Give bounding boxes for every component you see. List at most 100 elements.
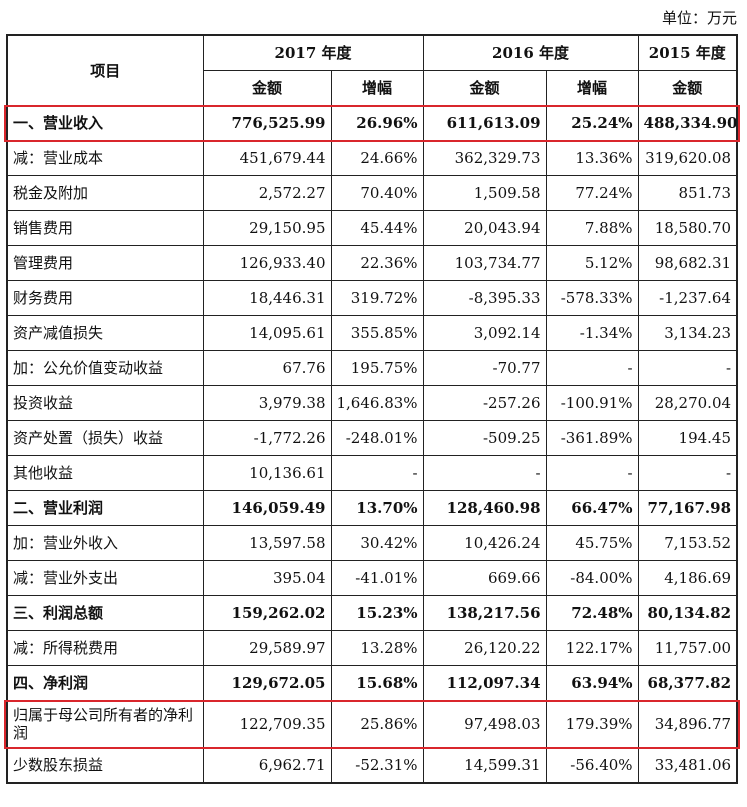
amount-cell: 29,150.95 xyxy=(202,210,332,246)
growth-cell: 77.24% xyxy=(545,175,639,211)
amount-cell: 18,446.31 xyxy=(202,280,332,316)
table-row: 财务费用 18,446.31 319.72% -8,395.33 -578.33% -1,… xyxy=(6,280,738,316)
amount-cell: 29,589.97 xyxy=(202,630,332,666)
growth-cell: 195.75% xyxy=(330,350,424,386)
amount-cell: 68,377.82 xyxy=(637,665,738,701)
amount-cell: 611,613.09 xyxy=(422,105,547,141)
growth-cell: 72.48% xyxy=(545,595,639,631)
header-amount: 金额 xyxy=(202,70,332,106)
growth-cell: - xyxy=(545,350,639,386)
header-amount: 金额 xyxy=(422,70,547,106)
growth-cell: -84.00% xyxy=(545,560,639,596)
table-row: 归属于母公司所有者的净利润 122,709.35 25.86% 97,498.03 17… xyxy=(6,700,738,748)
amount-cell: 129,672.05 xyxy=(202,665,332,701)
header-year-2016: 2016 年度 xyxy=(422,34,639,71)
amount-cell: 10,136.61 xyxy=(202,455,332,491)
table-row: 加：营业外收入 13,597.58 30.42% 10,426.24 45.75% 7,1… xyxy=(6,525,738,561)
growth-cell: 30.42% xyxy=(330,525,424,561)
amount-cell: 146,059.49 xyxy=(202,490,332,526)
amount-cell: -8,395.33 xyxy=(422,280,547,316)
amount-cell: -1,237.64 xyxy=(637,280,738,316)
amount-cell: 18,580.70 xyxy=(637,210,738,246)
growth-cell: -578.33% xyxy=(545,280,639,316)
row-label: 管理费用 xyxy=(6,245,204,281)
growth-cell: 13.28% xyxy=(330,630,424,666)
growth-cell: -248.01% xyxy=(330,420,424,456)
amount-cell: - xyxy=(637,455,738,491)
growth-cell: 7.88% xyxy=(545,210,639,246)
amount-cell: 33,481.06 xyxy=(637,747,738,784)
growth-cell: -100.91% xyxy=(545,385,639,421)
amount-cell: -1,772.26 xyxy=(202,420,332,456)
growth-cell: 66.47% xyxy=(545,490,639,526)
row-label: 四、净利润 xyxy=(6,665,204,701)
row-label: 其他收益 xyxy=(6,455,204,491)
amount-cell: 98,682.31 xyxy=(637,245,738,281)
row-label: 归属于母公司所有者的净利润 xyxy=(6,700,204,748)
header-amount: 金额 xyxy=(637,70,738,106)
amount-cell: 3,092.14 xyxy=(422,315,547,351)
amount-cell: 97,498.03 xyxy=(422,700,547,748)
growth-cell: - xyxy=(330,455,424,491)
table-body: 一、营业收入 776,525.99 26.96% 611,613.09 25.24% 48… xyxy=(6,105,738,784)
amount-cell: -70.77 xyxy=(422,350,547,386)
amount-cell: 488,334.90 xyxy=(637,105,738,141)
growth-cell: 1,646.83% xyxy=(330,385,424,421)
row-label: 加：公允价值变动收益 xyxy=(6,350,204,386)
amount-cell: 7,153.52 xyxy=(637,525,738,561)
amount-cell: 26,120.22 xyxy=(422,630,547,666)
growth-cell: 13.70% xyxy=(330,490,424,526)
table-row: 四、净利润 129,672.05 15.68% 112,097.34 63.94% 68,… xyxy=(6,665,738,701)
growth-cell: 13.36% xyxy=(545,140,639,176)
amount-cell: 67.76 xyxy=(202,350,332,386)
row-label: 资产处置（损失）收益 xyxy=(6,420,204,456)
growth-cell: 319.72% xyxy=(330,280,424,316)
row-label: 税金及附加 xyxy=(6,175,204,211)
header-year-2015: 2015 年度 xyxy=(637,34,738,71)
amount-cell: 1,509.58 xyxy=(422,175,547,211)
header-growth: 增幅 xyxy=(330,70,424,106)
amount-cell: 3,979.38 xyxy=(202,385,332,421)
table-row: 销售费用 29,150.95 45.44% 20,043.94 7.88% 18,580.… xyxy=(6,210,738,246)
growth-cell: 25.24% xyxy=(545,105,639,141)
amount-cell: 669.66 xyxy=(422,560,547,596)
row-label: 资产减值损失 xyxy=(6,315,204,351)
growth-cell: 70.40% xyxy=(330,175,424,211)
row-label: 二、营业利润 xyxy=(6,490,204,526)
table-row: 税金及附加 2,572.27 70.40% 1,509.58 77.24% 851.73 xyxy=(6,175,738,211)
table-row: 管理费用 126,933.40 22.36% 103,734.77 5.12% 98,68… xyxy=(6,245,738,281)
header-year-2017: 2017 年度 xyxy=(202,34,424,71)
growth-cell: 26.96% xyxy=(330,105,424,141)
amount-cell: 14,599.31 xyxy=(422,747,547,784)
amount-cell: 159,262.02 xyxy=(202,595,332,631)
growth-cell: 63.94% xyxy=(545,665,639,701)
amount-cell: 138,217.56 xyxy=(422,595,547,631)
table-row: 二、营业利润 146,059.49 13.70% 128,460.98 66.47% 77… xyxy=(6,490,738,526)
growth-cell: 5.12% xyxy=(545,245,639,281)
amount-cell: 126,933.40 xyxy=(202,245,332,281)
amount-cell: -257.26 xyxy=(422,385,547,421)
table-row: 资产减值损失 14,095.61 355.85% 3,092.14 -1.34% 3,13… xyxy=(6,315,738,351)
table-row: 减：营业成本 451,679.44 24.66% 362,329.73 13.36% 31… xyxy=(6,140,738,176)
row-label: 财务费用 xyxy=(6,280,204,316)
amount-cell: 11,757.00 xyxy=(637,630,738,666)
growth-cell: 22.36% xyxy=(330,245,424,281)
amount-cell: 112,097.34 xyxy=(422,665,547,701)
table-row: 少数股东损益 6,962.71 -52.31% 14,599.31 -56.40% 33,… xyxy=(6,747,738,784)
amount-cell: 20,043.94 xyxy=(422,210,547,246)
growth-cell: -56.40% xyxy=(545,747,639,784)
amount-cell: 103,734.77 xyxy=(422,245,547,281)
table-row: 资产处置（损失）收益 -1,772.26 -248.01% -509.25 -361.8… xyxy=(6,420,738,456)
growth-cell: -361.89% xyxy=(545,420,639,456)
growth-cell: 355.85% xyxy=(330,315,424,351)
table-row: 其他收益 10,136.61- - - - xyxy=(6,455,738,491)
amount-cell: 13,597.58 xyxy=(202,525,332,561)
growth-cell: 15.23% xyxy=(330,595,424,631)
unit-label: 单位：万元 xyxy=(661,9,737,27)
amount-cell: - xyxy=(637,350,738,386)
amount-cell: 128,460.98 xyxy=(422,490,547,526)
amount-cell: 10,426.24 xyxy=(422,525,547,561)
growth-cell: 24.66% xyxy=(330,140,424,176)
table-row: 一、营业收入 776,525.99 26.96% 611,613.09 25.24% 48… xyxy=(6,105,738,141)
table-row: 三、利润总额 159,262.02 15.23% 138,217.56 72.48% 80… xyxy=(6,595,738,631)
